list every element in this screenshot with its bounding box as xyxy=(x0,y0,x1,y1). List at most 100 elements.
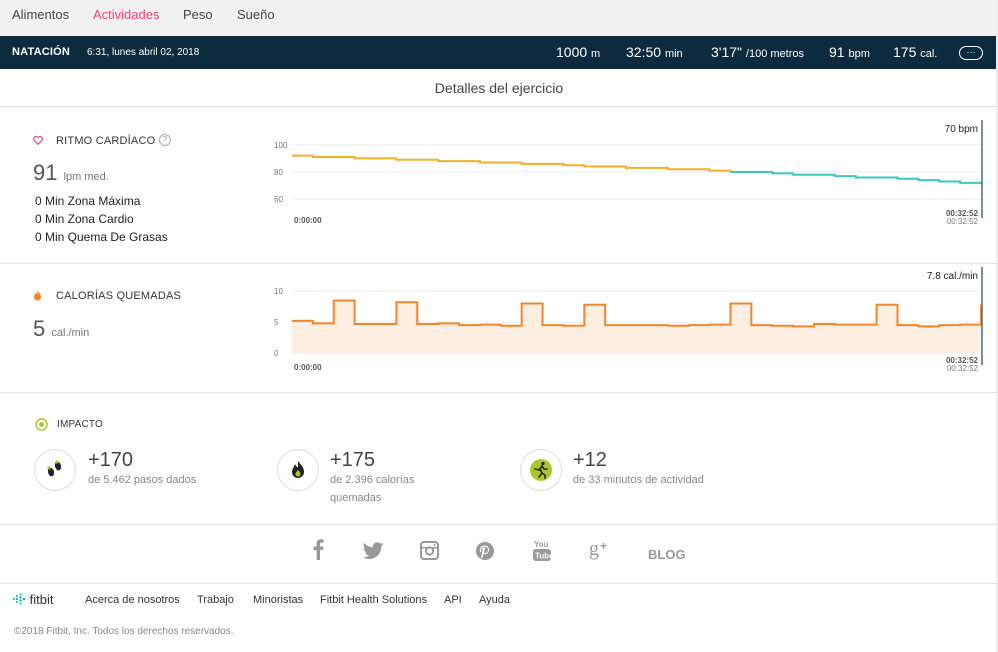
blog-link[interactable]: BLOG xyxy=(648,547,686,562)
calories-rate-value: 5 xyxy=(33,316,46,341)
calories-unit: cal. xyxy=(920,48,938,60)
instagram-icon[interactable] xyxy=(420,541,439,560)
heart-rate-series-high xyxy=(292,154,732,172)
copyright: ©2018 Fitbit, Inc. Todos los derechos re… xyxy=(14,626,234,637)
heart-value: 91 xyxy=(829,44,845,60)
footsteps-icon xyxy=(47,460,62,477)
x-start-label: 0:00:00 xyxy=(294,363,322,372)
y-tick-label: 10 xyxy=(274,287,283,296)
heart-stat: 91 bpm xyxy=(829,44,870,60)
svg-text:You: You xyxy=(534,540,549,549)
y-tick-label: 80 xyxy=(274,168,283,177)
details-title: Detalles del ejercicio xyxy=(434,80,564,96)
calories-series xyxy=(292,299,982,328)
duration-stat: 32:50 min xyxy=(626,44,683,60)
distance-value: 1000 xyxy=(556,44,588,60)
pace-unit: /100 metros xyxy=(745,48,804,60)
calories-impact-label: de 2.396 calorías quemadas xyxy=(330,474,415,504)
peak-label: 7.8 cal./min xyxy=(927,271,978,282)
x-end-label: 00:32:52 xyxy=(946,356,979,365)
divider xyxy=(0,524,998,525)
y-tick-label: 5 xyxy=(274,318,279,327)
pace-value: 3'17" xyxy=(711,44,743,60)
pace-stat: 3'17" /100 metros xyxy=(711,44,804,60)
heart-average-unit: lpm med. xyxy=(63,171,109,183)
steps-impact-value: +170 xyxy=(88,449,134,471)
zone-maxima: 0 Min Zona Máxima xyxy=(35,194,141,208)
calories-section-title: CALORÍAS QUEMADAS xyxy=(56,290,182,302)
tab-actividades[interactable]: Actividades xyxy=(93,7,160,22)
tab-alimentos[interactable]: Alimentos xyxy=(12,7,70,22)
activity-name: NATACIÓN xyxy=(12,46,71,58)
help-icon[interactable]: ? xyxy=(159,134,171,146)
heart-average-value: 91 xyxy=(33,160,58,185)
calories-area xyxy=(292,300,981,353)
zone-quema-grasas: 0 Min Quema De Grasas xyxy=(35,230,168,244)
active-minutes-circle xyxy=(520,449,562,491)
active-impact-label: de 33 minutos de actividad xyxy=(573,474,704,486)
x-end-label: 00:32:52 xyxy=(947,364,979,373)
x-start-label: 0:00:00 xyxy=(294,216,322,225)
facebook-icon[interactable] xyxy=(311,538,325,560)
svg-text:g: g xyxy=(589,538,599,560)
duration-value: 32:50 xyxy=(626,44,662,60)
footer-link-help[interactable]: Ayuda xyxy=(479,594,510,606)
tab-peso[interactable]: Peso xyxy=(183,7,213,22)
fitbit-dots-icon xyxy=(13,593,26,605)
distance-stat: 1000 m xyxy=(556,44,600,60)
fitbit-logo-text: fitbit xyxy=(29,592,54,607)
x-end-label: 00:32:52 xyxy=(947,217,979,226)
footer-link-retailers[interactable]: Minoristas xyxy=(253,594,304,606)
impact-icon xyxy=(35,418,48,431)
calories-rate-unit: cal./min xyxy=(51,327,90,339)
top-tabs: Alimentos Actividades Peso Sueño xyxy=(0,0,998,36)
pinterest-icon[interactable] xyxy=(475,541,495,561)
active-impact-value: +12 xyxy=(573,449,607,471)
heart-unit: bpm xyxy=(848,48,870,60)
divider xyxy=(0,392,998,393)
calories-value: 175 xyxy=(893,44,917,60)
tab-sueno[interactable]: Sueño xyxy=(237,7,275,22)
divider xyxy=(0,583,998,584)
duration-unit: min xyxy=(664,48,683,60)
heart-icon xyxy=(33,136,43,145)
svg-text:Tube: Tube xyxy=(535,552,551,561)
calories-stat: 175 cal. xyxy=(893,44,937,60)
more-options-button[interactable]: ··· xyxy=(959,46,983,60)
footer-link-jobs[interactable]: Trabajo xyxy=(197,594,234,606)
distance-unit: m xyxy=(591,48,601,60)
impact-title: IMPACTO xyxy=(57,419,104,430)
y-tick-label: 100 xyxy=(274,141,288,150)
divider xyxy=(0,263,998,264)
runner-icon xyxy=(530,459,552,481)
zone-cardio: 0 Min Zona Cardio xyxy=(35,212,134,226)
footsteps-circle xyxy=(34,449,76,491)
calories-circle xyxy=(277,449,319,491)
heart-rate-series-low xyxy=(730,171,982,185)
activity-datetime: 6:31, lunes abril 02, 2018 xyxy=(87,47,200,58)
y-tick-label: 60 xyxy=(274,195,283,204)
steps-impact-label: de 5.462 pasos dados xyxy=(88,474,197,486)
footer-link-about[interactable]: Acerca de nosotros xyxy=(85,594,180,606)
x-end-label: 00:32:52 xyxy=(946,209,979,218)
calories-impact-value: +175 xyxy=(330,449,376,471)
scrollbar[interactable] xyxy=(996,0,998,652)
heart-section-title: RITMO CARDÍACO xyxy=(56,135,156,147)
flame-icon xyxy=(292,461,304,478)
footer-link-health-solutions[interactable]: Fitbit Health Solutions xyxy=(320,594,427,606)
peak-label: 70 bpm xyxy=(945,124,978,135)
fitbit-logo[interactable]: fitbit xyxy=(12,592,53,607)
youtube-icon[interactable]: You Tube xyxy=(533,539,551,562)
y-tick-label: 0 xyxy=(274,349,279,358)
calories-rate: 5 cal./min xyxy=(33,316,89,342)
flame-icon xyxy=(34,290,41,301)
heart-average: 91 lpm med. xyxy=(33,160,109,186)
footer-link-api[interactable]: API xyxy=(444,594,462,606)
svg-text:+: + xyxy=(600,539,607,553)
google-plus-icon[interactable]: g + xyxy=(589,538,611,560)
activity-header: NATACIÓN 6:31, lunes abril 02, 2018 1000… xyxy=(0,36,998,69)
divider xyxy=(0,106,998,107)
twitter-icon[interactable] xyxy=(362,542,384,560)
